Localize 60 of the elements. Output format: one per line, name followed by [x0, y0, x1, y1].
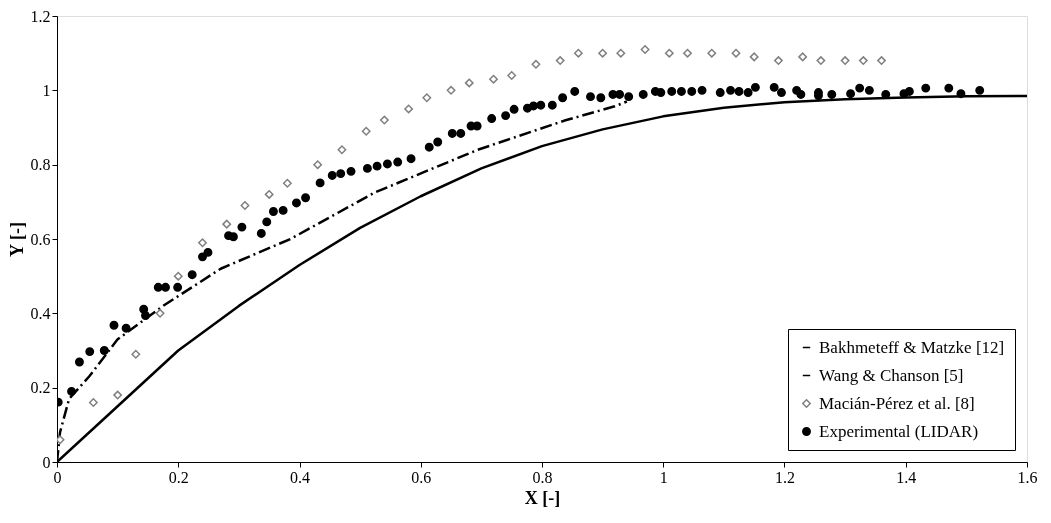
point	[264, 189, 274, 199]
x-tick-label: 1.6	[1017, 468, 1038, 486]
point	[598, 48, 608, 58]
point	[858, 56, 868, 66]
point	[640, 44, 650, 54]
point	[198, 238, 207, 248]
point	[573, 48, 583, 58]
point	[531, 59, 541, 69]
x-tick-label: 0.6	[411, 468, 432, 486]
point	[798, 52, 808, 62]
y-tick-label: 0.6	[30, 230, 51, 248]
point	[131, 349, 141, 359]
y-tick-label: 0.2	[30, 379, 51, 397]
point	[240, 201, 250, 211]
x-axis-title: X [-]	[524, 487, 561, 508]
x-tick-label: 1.4	[896, 468, 917, 486]
x-tick-label: 0.2	[168, 468, 189, 486]
point	[404, 104, 414, 114]
point	[664, 48, 674, 58]
x-tick-label: 1	[659, 468, 668, 486]
point	[616, 48, 626, 58]
point	[773, 56, 783, 66]
y-tick-label: 1	[42, 81, 51, 99]
point	[489, 74, 498, 84]
point	[379, 115, 389, 125]
point	[113, 390, 123, 400]
x-tick-label: 0	[53, 468, 62, 486]
point	[337, 145, 347, 155]
x-tick-label: 0.8	[532, 468, 553, 486]
point	[57, 435, 65, 445]
y-tick-label: 0.8	[30, 156, 51, 174]
point	[555, 56, 565, 66]
point	[446, 85, 456, 95]
point	[173, 271, 183, 281]
point	[707, 48, 717, 58]
x-tick-label: 0.4	[290, 468, 310, 486]
point	[422, 93, 432, 103]
point	[282, 178, 292, 188]
y-tick-label: 0	[42, 453, 51, 471]
point	[464, 78, 474, 88]
y-tick-label: 0.4	[30, 304, 51, 322]
point	[731, 48, 741, 58]
point	[877, 56, 886, 66]
point	[361, 126, 371, 136]
legend-label: Macián-Pérez et al. [8]	[819, 393, 975, 413]
point	[313, 160, 323, 170]
point	[507, 71, 517, 80]
point	[683, 48, 692, 58]
point	[222, 219, 232, 229]
legend-label: Experimental (LIDAR)	[819, 421, 979, 441]
point	[155, 308, 165, 318]
point	[88, 398, 98, 407]
y-tick-label: 1.2	[30, 7, 51, 25]
y-axis-title: Y [-]	[6, 222, 27, 257]
point	[816, 56, 826, 66]
point	[840, 56, 850, 66]
x-tick-label: 1.2	[775, 468, 795, 486]
legend-label: Wang & Chanson [5]	[819, 365, 964, 385]
legend-label: Bakhmeteff & Matzke [12]	[819, 337, 1005, 357]
point	[749, 52, 759, 62]
